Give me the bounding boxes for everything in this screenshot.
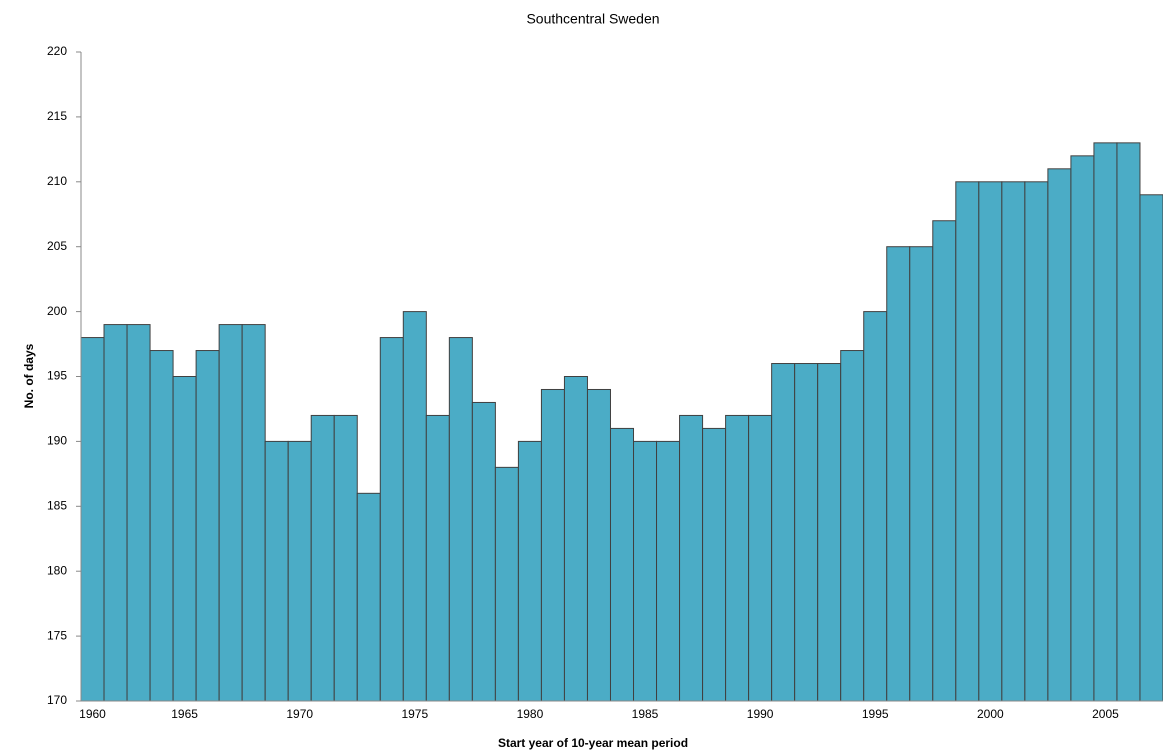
x-tick-label: 1960 [79, 707, 106, 721]
y-tick-label: 220 [47, 44, 67, 58]
bar [725, 414, 750, 702]
y-tick-label: 185 [47, 498, 67, 512]
bar [840, 350, 865, 702]
bar [540, 388, 565, 702]
y-tick-label: 215 [47, 109, 67, 123]
y-tick-label: 175 [47, 628, 67, 642]
bar [471, 401, 496, 702]
bar [679, 414, 704, 702]
x-tick-label: 2005 [1092, 707, 1119, 721]
bar [172, 376, 197, 702]
bar [978, 181, 1003, 702]
bar [218, 324, 243, 702]
bar [402, 311, 427, 702]
bar [748, 414, 773, 702]
chart-title: Southcentral Sweden [526, 11, 659, 27]
bar [817, 363, 842, 702]
bar [909, 246, 934, 702]
x-tick-label: 1975 [401, 707, 428, 721]
bar [379, 337, 404, 702]
y-tick-label: 180 [47, 563, 67, 577]
x-tick-label: 1980 [517, 707, 544, 721]
x-tick-label: 1970 [286, 707, 313, 721]
bar [1139, 194, 1163, 702]
bar [771, 363, 796, 702]
bar [609, 427, 635, 702]
y-axis-title: No. of days [22, 343, 36, 408]
bar [1093, 142, 1118, 702]
bar [126, 324, 151, 702]
y-tick-label: 170 [47, 693, 67, 707]
bar [264, 440, 289, 702]
bar [955, 181, 980, 702]
bar [586, 388, 611, 702]
y-tick-label: 200 [47, 304, 67, 318]
x-tick-label: 2000 [977, 707, 1004, 721]
bar [633, 440, 658, 702]
y-tick-label: 190 [47, 434, 67, 448]
bar [310, 414, 335, 702]
bar [932, 220, 957, 702]
bar [103, 324, 128, 702]
bar [563, 376, 588, 702]
bar [702, 427, 727, 702]
x-tick-label: 1985 [632, 707, 659, 721]
bar [1001, 181, 1026, 702]
bar [1116, 142, 1141, 702]
bar [287, 440, 312, 702]
bar [80, 337, 105, 702]
x-tick-label: 1995 [862, 707, 889, 721]
bar [1024, 181, 1049, 702]
bar [494, 466, 519, 702]
x-tick-label: 1965 [171, 707, 198, 721]
bar [794, 363, 819, 702]
bar [333, 414, 358, 702]
bar [886, 246, 911, 702]
bar [448, 337, 473, 702]
bar [1070, 155, 1095, 702]
bar [1047, 168, 1072, 702]
bar [656, 440, 681, 702]
bar [241, 324, 266, 702]
bar [425, 414, 450, 702]
bar [356, 492, 381, 702]
bar [517, 440, 542, 702]
y-tick-label: 210 [47, 174, 67, 188]
bar [195, 350, 220, 702]
y-tick-label: 195 [47, 369, 67, 383]
x-axis-title: Start year of 10-year mean period [498, 736, 688, 750]
bar [863, 311, 888, 702]
x-tick-label: 1990 [747, 707, 774, 721]
bar [149, 350, 174, 702]
y-tick-label: 205 [47, 239, 67, 253]
